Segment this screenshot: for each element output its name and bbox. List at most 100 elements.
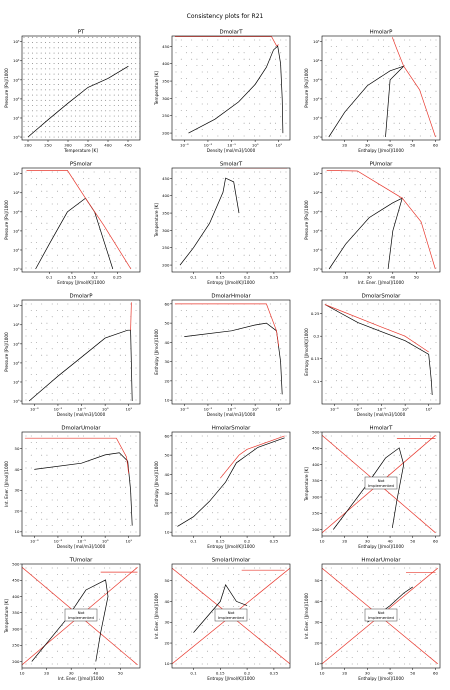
state-point (96, 73, 98, 75)
state-point (351, 329, 353, 330)
state-point (330, 506, 332, 507)
state-point (51, 480, 53, 482)
state-point (285, 342, 287, 343)
state-point (346, 593, 348, 594)
state-point (330, 618, 332, 620)
state-point (280, 184, 282, 186)
state-point (51, 367, 53, 369)
subplot-HmolarSmolar: 0.1 0.15 0.2 0.25102030405060HmolarSmolarEn… (154, 426, 291, 549)
state-point (233, 586, 235, 588)
state-point (109, 110, 111, 112)
state-point (130, 599, 132, 601)
state-point (32, 126, 34, 128)
state-point (383, 242, 385, 243)
state-point (346, 197, 348, 199)
state-point (393, 380, 395, 382)
state-point (62, 393, 64, 394)
state-point (100, 57, 102, 59)
state-point (383, 574, 385, 575)
state-point (330, 486, 332, 488)
state-point (243, 586, 245, 588)
state-point (113, 42, 115, 44)
state-point (425, 525, 426, 526)
state-point (77, 580, 79, 582)
state-point (362, 506, 364, 507)
state-point (23, 136, 25, 138)
state-point (336, 84, 337, 86)
state-point (186, 644, 187, 646)
state-point (88, 506, 90, 507)
state-point (92, 99, 94, 101)
state-point (92, 131, 94, 133)
state-point (130, 216, 132, 218)
state-point (341, 316, 343, 318)
state-point (201, 97, 203, 98)
state-point (217, 222, 219, 224)
x-tick-label: 50 (410, 143, 415, 148)
state-point (201, 531, 203, 533)
x-tick-label: 10⁻¹ (227, 407, 236, 412)
state-point (409, 242, 411, 243)
state-point (67, 586, 69, 588)
state-point (114, 316, 116, 318)
state-point (122, 105, 124, 107)
state-point (88, 474, 90, 475)
state-point (175, 329, 177, 330)
state-point (351, 216, 353, 218)
y-tick-label: 10 (165, 398, 170, 403)
state-point (275, 97, 276, 98)
state-point (75, 89, 77, 91)
state-point (222, 638, 224, 639)
state-point (409, 122, 411, 124)
state-point (25, 625, 27, 626)
state-point (109, 638, 111, 639)
state-point (280, 329, 282, 330)
state-point (414, 216, 416, 218)
state-point (77, 499, 79, 501)
state-point (393, 599, 395, 601)
state-point (367, 380, 369, 382)
state-point (75, 52, 77, 54)
state-point (269, 399, 271, 401)
state-point (77, 399, 79, 401)
x-axis-label: Density [mol/m3]/1000 (57, 412, 106, 417)
state-point (357, 322, 358, 324)
state-point (66, 57, 68, 59)
state-point (419, 386, 421, 388)
state-point (404, 52, 405, 54)
state-point (67, 650, 69, 652)
state-point (377, 631, 379, 633)
state-point (93, 512, 95, 514)
state-point (53, 136, 55, 138)
state-point (404, 248, 405, 250)
state-point (430, 184, 432, 186)
state-point (222, 46, 224, 47)
state-point (72, 354, 74, 356)
state-point (259, 454, 261, 456)
state-point (346, 606, 348, 607)
state-point (51, 448, 53, 450)
state-point (126, 36, 128, 38)
state-point (57, 567, 58, 569)
state-point (207, 58, 208, 60)
state-point (119, 512, 121, 514)
state-point (201, 203, 203, 205)
state-point (409, 499, 411, 501)
state-point (25, 399, 27, 401)
state-point (285, 586, 287, 588)
state-point (248, 129, 250, 131)
state-point (41, 171, 43, 173)
state-point (125, 178, 126, 179)
state-point (105, 42, 107, 44)
state-point (130, 631, 132, 633)
state-point (383, 178, 385, 179)
state-point (435, 235, 437, 237)
state-point (62, 78, 64, 80)
state-point (57, 222, 58, 224)
state-point (243, 190, 245, 192)
state-point (419, 248, 421, 250)
state-point (105, 36, 107, 38)
state-point (83, 235, 85, 237)
state-point (109, 36, 111, 38)
state-point (130, 657, 132, 658)
